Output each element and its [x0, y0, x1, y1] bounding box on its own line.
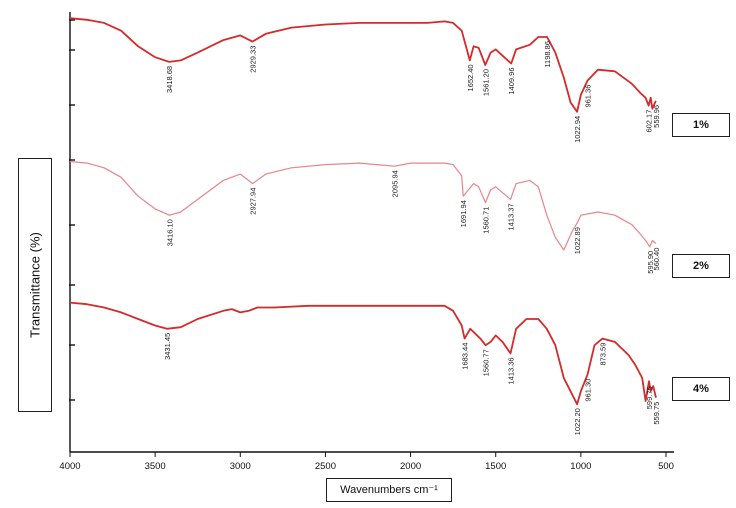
- peak-label: 1409.96: [507, 68, 516, 95]
- y-axis-label-box: Transmittance (%): [18, 158, 52, 412]
- x-tick-label-1500: 1500: [485, 461, 506, 472]
- legend-4pct: 4%: [672, 377, 730, 401]
- peak-label: 1022.94: [573, 116, 582, 143]
- x-tick-label-3000: 3000: [230, 461, 251, 472]
- peak-label: 1022.20: [573, 408, 582, 435]
- series-line-1: [69, 17, 657, 113]
- peak-label: 2927.94: [249, 188, 258, 215]
- peak-label: 1691.94: [459, 200, 468, 227]
- legend-1pct-label: 1%: [693, 119, 709, 131]
- legend-2pct-label: 2%: [693, 260, 709, 272]
- y-axis-label: Transmittance (%): [27, 232, 43, 338]
- series-line-3: [69, 301, 657, 406]
- peak-label: 1560.71: [482, 207, 491, 234]
- series-layer: [69, 17, 657, 406]
- peak-label: 1413.37: [507, 203, 516, 230]
- x-tick-label-1000: 1000: [570, 461, 591, 472]
- peak-label: 2929.33: [248, 46, 257, 73]
- peak-label: 1652.40: [466, 64, 475, 91]
- peak-label: 961.30: [584, 379, 593, 402]
- peak-label: 961.36: [584, 85, 593, 108]
- peak-label: 559.96: [652, 105, 661, 128]
- series-line-2: [69, 160, 657, 251]
- peak-label: 2095.94: [390, 170, 399, 197]
- peak-labels: 3418.68 2929.33 1652.40 1561.20 1409.96 1198.…: [163, 41, 661, 435]
- x-tick-label-4000: 4000: [59, 461, 80, 472]
- peak-label: 3418.68: [165, 66, 174, 93]
- peak-label: 3431.45: [163, 333, 172, 360]
- peak-label: 1560.77: [482, 349, 491, 376]
- peak-label: 599.75: [645, 386, 654, 409]
- peak-label: 1683.44: [461, 343, 470, 370]
- peak-label: 1561.20: [481, 69, 490, 96]
- peak-label: 873.59: [599, 343, 608, 366]
- peak-label: 1198.86: [543, 41, 552, 68]
- peak-label: 1413.36: [507, 357, 516, 384]
- legend-4pct-label: 4%: [693, 383, 709, 395]
- x-tick-label-3500: 3500: [145, 461, 166, 472]
- peak-label: 560.40: [652, 248, 661, 271]
- x-axis-label-box: Wavenumbers cm⁻¹: [326, 478, 452, 502]
- peak-label: 559.75: [652, 402, 661, 425]
- axes: [69, 12, 674, 453]
- peak-label: 1022.89: [573, 227, 582, 254]
- x-tick-label-2500: 2500: [315, 461, 336, 472]
- legend-1pct: 1%: [672, 113, 730, 137]
- peak-label: 3416.10: [165, 219, 174, 246]
- peak-label: 595.90: [646, 251, 655, 274]
- x-tick-label-2000: 2000: [400, 461, 421, 472]
- x-tick-label-500: 500: [658, 461, 674, 472]
- legend-2pct: 2%: [672, 254, 730, 278]
- x-ticks: 4000 3500 3000 2500 2000 1500 1000 500: [59, 452, 674, 472]
- x-axis-label: Wavenumbers cm⁻¹: [340, 484, 438, 496]
- peak-label: 602.17: [645, 110, 654, 133]
